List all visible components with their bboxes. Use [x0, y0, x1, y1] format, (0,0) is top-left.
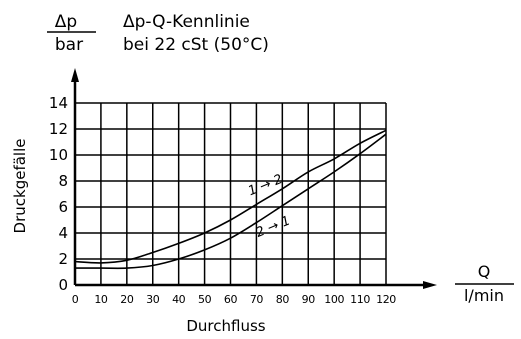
grid — [74, 102, 387, 286]
y-tick-label: 14 — [49, 94, 68, 112]
x-tick-label: 10 — [94, 293, 108, 306]
y-tick-label: 4 — [58, 224, 68, 242]
curve-label-1: 1 → 2 — [246, 172, 285, 199]
curve-label-2: 2 → 1 — [254, 214, 293, 241]
x-tick-label: 80 — [276, 293, 290, 306]
y-tick-label: 10 — [49, 146, 68, 164]
y-axis-label: Druckgefälle — [11, 139, 29, 234]
x-tick-label: 100 — [324, 293, 344, 306]
y-axis-arrow — [71, 68, 79, 82]
x-axis-arrow — [423, 281, 437, 289]
y-tick-label: 2 — [58, 250, 68, 268]
y-tick-label: 12 — [49, 120, 68, 138]
x-tick-label: 30 — [146, 293, 160, 306]
y-tick-label: 6 — [58, 198, 68, 216]
x-tick-label: 110 — [350, 293, 370, 306]
x-tick-label: 50 — [198, 293, 212, 306]
y-unit-numerator: Δp — [55, 12, 77, 32]
chart-subtitle: bei 22 cSt (50°C) — [123, 35, 269, 55]
x-unit-numerator: Q — [478, 262, 491, 281]
y-unit-denominator: bar — [55, 35, 83, 55]
x-unit-denominator: l/min — [464, 286, 504, 305]
series — [74, 129, 387, 270]
x-tick-label: 90 — [302, 293, 316, 306]
x-tick-label: 20 — [120, 293, 134, 306]
series-line-1 — [74, 129, 387, 264]
axes — [71, 68, 437, 289]
y-tick-label: 0 — [58, 276, 68, 294]
y-tick-labels: 0 2 4 6 8 10 12 14 — [49, 94, 68, 294]
y-tick-label: 8 — [58, 172, 68, 190]
x-tick-label: 40 — [172, 293, 186, 306]
x-tick-label: 60 — [224, 293, 238, 306]
x-tick-label: 70 — [250, 293, 264, 306]
series-line-2 — [75, 133, 387, 270]
x-axis-label: Durchfluss — [186, 317, 265, 335]
chart-title: Δp-Q-Kennlinie — [123, 12, 250, 32]
x-tick-label: 0 — [72, 293, 79, 306]
x-tick-label: 120 — [376, 293, 396, 306]
x-tick-labels: 0 10 20 30 40 50 60 70 80 90 100 110 120 — [72, 293, 397, 306]
